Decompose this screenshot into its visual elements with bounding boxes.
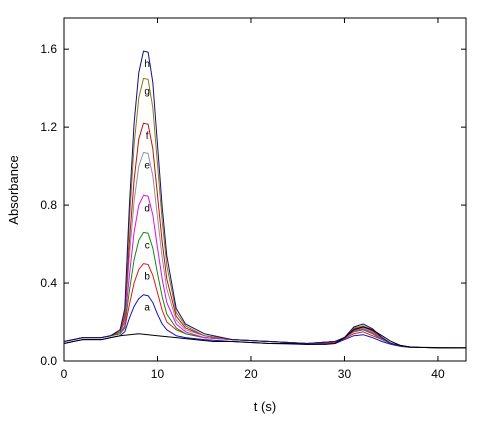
curve-label-f: f [146, 131, 149, 142]
y-tick-label: 0.0 [40, 354, 57, 368]
y-tick-label: 1.2 [40, 120, 57, 134]
curve-h [63, 50, 466, 349]
y-tick-label: 1.6 [40, 42, 57, 56]
x-tick-label: 10 [151, 367, 165, 381]
curve-label-a: a [144, 303, 150, 314]
y-tick-label: 0.4 [40, 276, 57, 290]
curve-g [63, 77, 466, 349]
curve-d [63, 194, 466, 349]
plot-frame [63, 17, 467, 362]
curve-label-d: d [144, 203, 150, 214]
x-tick-label: 0 [61, 367, 68, 381]
y-axis-ticks: 0.0 0.4 0.8 1.2 1.6 [40, 42, 466, 368]
y-axis-title: Absorbance [6, 155, 21, 224]
y-tick-label: 0.8 [40, 198, 57, 212]
x-tick-label: 20 [244, 367, 258, 381]
curve-c [63, 231, 466, 349]
curve-labels-group: a b c d e f g h [144, 59, 150, 314]
curve-label-g: g [144, 86, 150, 97]
curve-label-b: b [144, 272, 150, 283]
x-axis-ticks: 0 10 20 30 40 [61, 18, 445, 381]
x-tick-label: 40 [431, 367, 445, 381]
curve-unlabeled [63, 326, 466, 349]
x-axis-title: t (s) [254, 399, 276, 414]
x-tick-label: 30 [338, 367, 352, 381]
curves-group [63, 50, 466, 349]
curve-label-h: h [144, 59, 150, 70]
curve-a [63, 294, 466, 349]
curve-label-c: c [145, 240, 150, 251]
curve-label-e: e [144, 161, 150, 172]
